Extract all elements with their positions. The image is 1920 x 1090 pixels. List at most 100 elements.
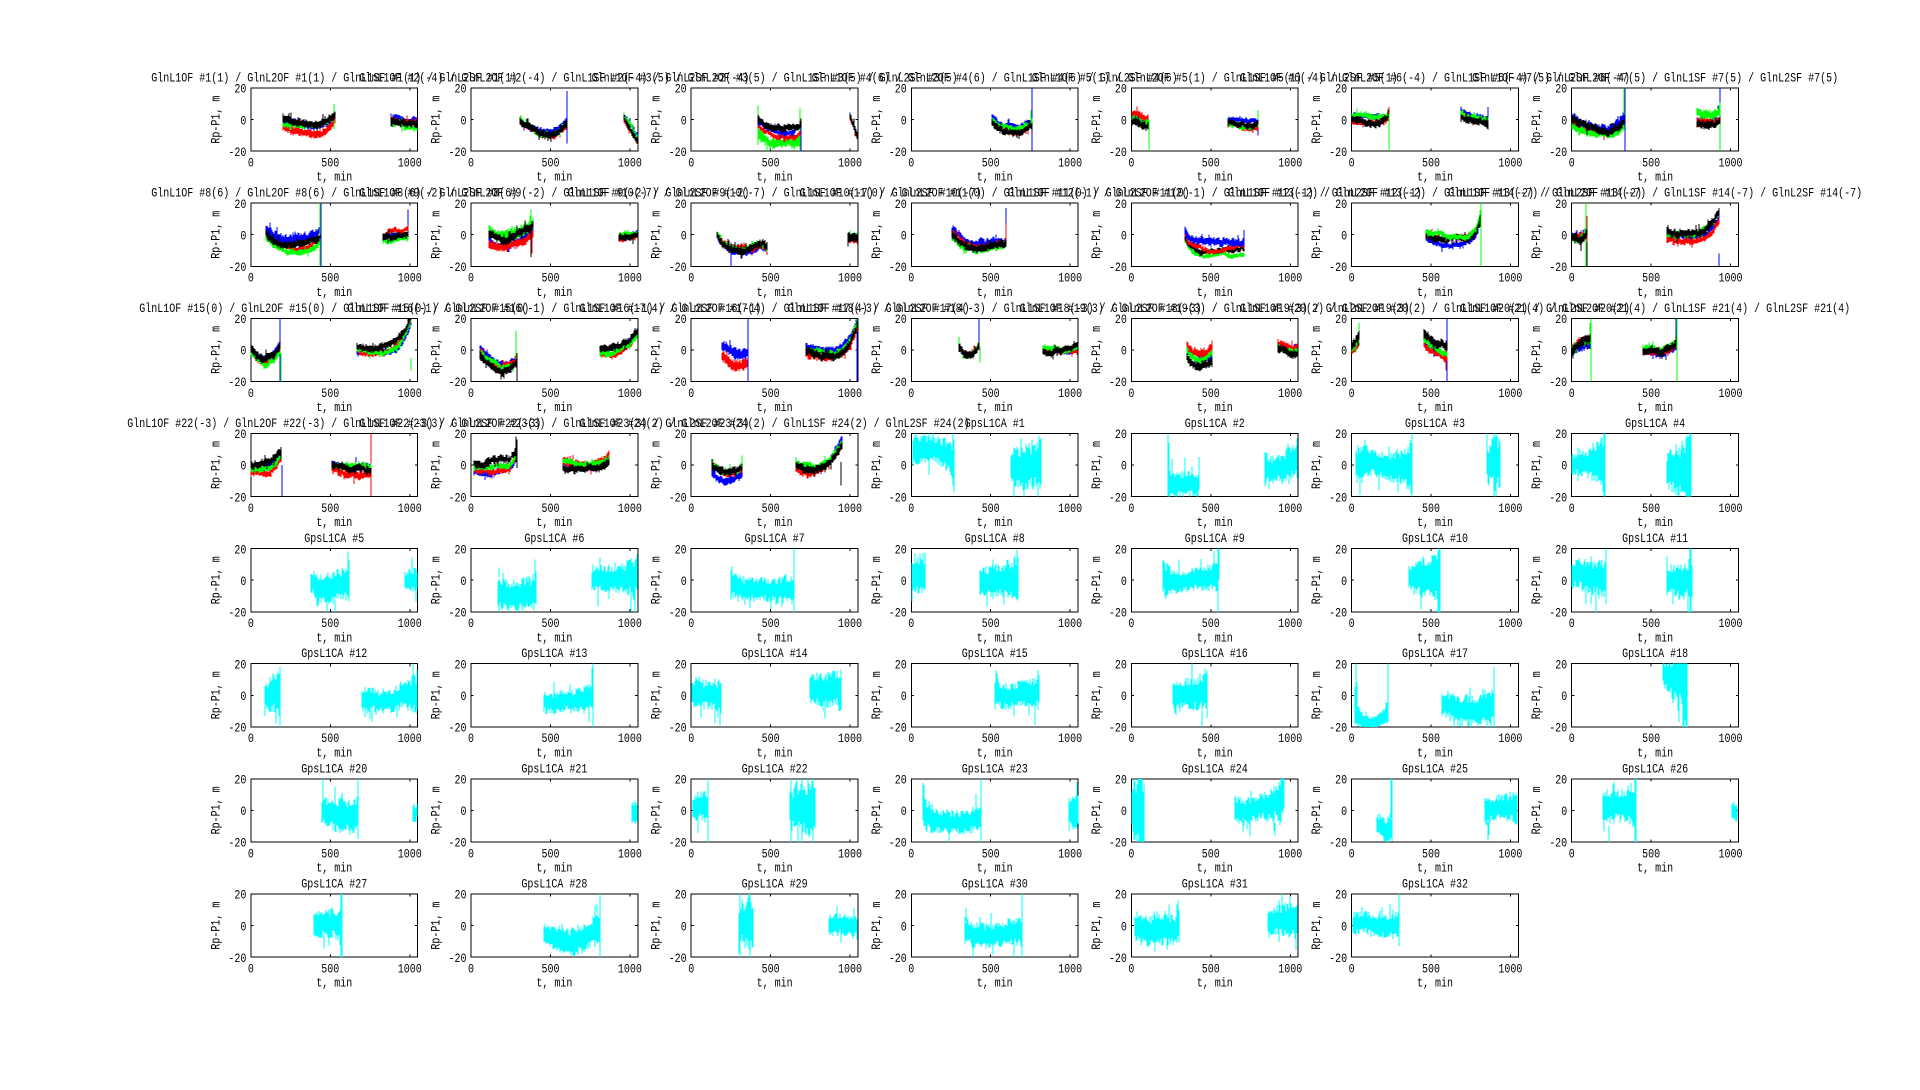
svg-text:0: 0 xyxy=(901,229,907,243)
svg-text:1000: 1000 xyxy=(1498,387,1522,401)
svg-text:20: 20 xyxy=(455,428,467,442)
svg-text:-20: -20 xyxy=(669,607,687,621)
svg-text:20: 20 xyxy=(895,83,907,97)
svg-text:0: 0 xyxy=(1561,114,1567,128)
svg-text:-20: -20 xyxy=(449,722,467,736)
svg-text:GlnL1OF #18(-3) / GlnL2OF #18(: GlnL1OF #18(-3) / GlnL2OF #18(-3) / GlnL… xyxy=(788,302,1202,316)
svg-text:0: 0 xyxy=(1569,617,1575,631)
svg-text:-20: -20 xyxy=(889,491,907,505)
svg-text:Rp-P1, m: Rp-P1, m xyxy=(1530,786,1544,834)
svg-text:0: 0 xyxy=(688,272,694,286)
svg-text:0: 0 xyxy=(1569,847,1575,861)
svg-text:0: 0 xyxy=(468,617,474,631)
svg-text:t, min: t, min xyxy=(977,516,1013,530)
svg-text:20: 20 xyxy=(1335,313,1347,327)
svg-text:500: 500 xyxy=(1422,272,1440,286)
svg-text:1000: 1000 xyxy=(1278,387,1302,401)
svg-text:0: 0 xyxy=(1341,805,1347,819)
svg-text:0: 0 xyxy=(688,732,694,746)
svg-text:GpsL1CA #27: GpsL1CA #27 xyxy=(301,878,367,892)
svg-text:1000: 1000 xyxy=(1058,617,1082,631)
svg-text:0: 0 xyxy=(248,502,254,516)
svg-text:0: 0 xyxy=(248,272,254,286)
svg-text:0: 0 xyxy=(1349,847,1355,861)
svg-text:t, min: t, min xyxy=(1417,631,1453,645)
svg-text:GpsL1CA #25: GpsL1CA #25 xyxy=(1402,762,1468,776)
svg-text:-20: -20 xyxy=(669,261,687,275)
svg-text:0: 0 xyxy=(248,847,254,861)
svg-text:500: 500 xyxy=(1642,732,1660,746)
svg-text:-20: -20 xyxy=(1329,607,1347,621)
svg-text:1000: 1000 xyxy=(618,387,642,401)
svg-text:0: 0 xyxy=(1341,920,1347,934)
svg-text:0: 0 xyxy=(1121,920,1127,934)
svg-text:t, min: t, min xyxy=(1197,746,1233,760)
svg-text:0: 0 xyxy=(1341,114,1347,128)
svg-text:500: 500 xyxy=(1422,502,1440,516)
svg-text:0: 0 xyxy=(240,690,246,704)
svg-text:0: 0 xyxy=(688,387,694,401)
svg-text:-20: -20 xyxy=(1549,607,1567,621)
svg-text:-20: -20 xyxy=(669,837,687,851)
svg-text:0: 0 xyxy=(240,575,246,589)
svg-text:0: 0 xyxy=(1569,387,1575,401)
svg-text:20: 20 xyxy=(1335,428,1347,442)
svg-text:-20: -20 xyxy=(449,261,467,275)
svg-text:20: 20 xyxy=(455,658,467,672)
svg-text:GlnL1OF #14(-7) / GlnL2OF #14(: GlnL1OF #14(-7) / GlnL2OF #14(-7) / GlnL… xyxy=(1448,187,1862,201)
svg-text:GlnL1OF #2(-4) / GlnL2OF #2(-4: GlnL1OF #2(-4) / GlnL2OF #2(-4) / GlnL1S… xyxy=(359,72,749,86)
svg-text:0: 0 xyxy=(1561,805,1567,819)
svg-text:-20: -20 xyxy=(228,491,246,505)
svg-text:Rp-P1, m: Rp-P1, m xyxy=(209,902,223,950)
svg-text:GpsL1CA #6: GpsL1CA #6 xyxy=(524,532,584,546)
svg-text:500: 500 xyxy=(542,272,560,286)
svg-text:1000: 1000 xyxy=(1498,157,1522,171)
svg-text:Rp-P1, m: Rp-P1, m xyxy=(1530,96,1544,144)
svg-text:0: 0 xyxy=(1341,345,1347,359)
svg-text:GpsL1CA #13: GpsL1CA #13 xyxy=(521,647,587,661)
svg-text:0: 0 xyxy=(248,617,254,631)
svg-text:GlnL1OF #3(5) / GlnL2OF #3(5): GlnL1OF #3(5) / GlnL2OF #3(5) / GlnL1SF … xyxy=(592,72,958,86)
svg-text:0: 0 xyxy=(1349,963,1355,977)
svg-text:500: 500 xyxy=(542,732,560,746)
svg-text:1000: 1000 xyxy=(1278,157,1302,171)
svg-text:-20: -20 xyxy=(669,722,687,736)
svg-text:GlnL1OF #23(3) / GlnL2OF #23(3: GlnL1OF #23(3) / GlnL2OF #23(3) / GlnL1S… xyxy=(359,417,749,431)
svg-text:t, min: t, min xyxy=(1417,746,1453,760)
svg-text:1000: 1000 xyxy=(1719,272,1743,286)
svg-text:Rp-P1, m: Rp-P1, m xyxy=(1090,786,1104,834)
svg-text:20: 20 xyxy=(895,428,907,442)
svg-text:500: 500 xyxy=(1642,272,1660,286)
svg-text:t, min: t, min xyxy=(1637,516,1673,530)
svg-text:500: 500 xyxy=(982,963,1000,977)
svg-text:t, min: t, min xyxy=(1197,862,1233,876)
svg-text:0: 0 xyxy=(1349,387,1355,401)
svg-text:GpsL1CA #1: GpsL1CA #1 xyxy=(965,417,1025,431)
svg-text:20: 20 xyxy=(895,889,907,903)
svg-text:t, min: t, min xyxy=(757,862,793,876)
svg-text:Rp-P1, m: Rp-P1, m xyxy=(1310,786,1324,834)
svg-text:500: 500 xyxy=(1422,387,1440,401)
svg-text:0: 0 xyxy=(1128,617,1134,631)
svg-text:-20: -20 xyxy=(449,837,467,851)
svg-text:t, min: t, min xyxy=(977,977,1013,991)
svg-text:0: 0 xyxy=(1561,460,1567,474)
svg-text:GlnL1OF #19(3) / GlnL2OF #19(3: GlnL1OF #19(3) / GlnL2OF #19(3) / GlnL1S… xyxy=(1020,302,1410,316)
svg-text:-20: -20 xyxy=(449,491,467,505)
svg-text:-20: -20 xyxy=(1109,837,1127,851)
svg-text:t, min: t, min xyxy=(1197,516,1233,530)
svg-text:500: 500 xyxy=(762,502,780,516)
svg-text:t, min: t, min xyxy=(1637,401,1673,415)
svg-text:-20: -20 xyxy=(1329,146,1347,160)
svg-text:GpsL1CA #14: GpsL1CA #14 xyxy=(742,647,808,661)
svg-text:0: 0 xyxy=(248,387,254,401)
svg-text:t, min: t, min xyxy=(316,631,352,645)
svg-text:20: 20 xyxy=(1555,428,1567,442)
svg-text:t, min: t, min xyxy=(1417,401,1453,415)
svg-text:1000: 1000 xyxy=(838,502,862,516)
svg-text:Rp-P1, m: Rp-P1, m xyxy=(870,671,884,719)
svg-text:20: 20 xyxy=(1555,658,1567,672)
svg-text:t, min: t, min xyxy=(1637,746,1673,760)
svg-text:Rp-P1, m: Rp-P1, m xyxy=(1310,556,1324,604)
svg-text:GlnL1OF #7(5) / GlnL2OF #7(5): GlnL1OF #7(5) / GlnL2OF #7(5) / GlnL1SF … xyxy=(1472,72,1838,86)
